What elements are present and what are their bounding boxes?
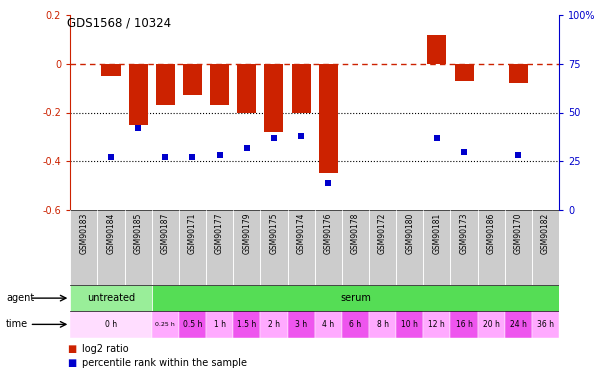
Bar: [509, 64, 528, 83]
Text: GSM90186: GSM90186: [487, 212, 496, 254]
Bar: [97, 210, 125, 285]
Text: GSM90182: GSM90182: [541, 212, 550, 254]
Bar: [210, 64, 229, 105]
Text: GDS1568 / 10324: GDS1568 / 10324: [67, 17, 171, 30]
Bar: [70, 285, 152, 311]
Bar: [206, 210, 233, 285]
Text: GSM90187: GSM90187: [161, 212, 170, 254]
Text: time: time: [6, 320, 28, 329]
Bar: [396, 210, 423, 285]
Text: 1 h: 1 h: [214, 320, 225, 329]
Text: 16 h: 16 h: [456, 320, 472, 329]
Text: 0.25 h: 0.25 h: [155, 322, 175, 327]
Bar: [505, 210, 532, 285]
Text: 0.5 h: 0.5 h: [183, 320, 202, 329]
Text: percentile rank within the sample: percentile rank within the sample: [82, 358, 247, 368]
Bar: [156, 64, 175, 105]
Bar: [369, 210, 396, 285]
Text: 6 h: 6 h: [349, 320, 362, 329]
Bar: [265, 64, 284, 132]
Text: ■: ■: [67, 358, 76, 368]
Text: GSM90171: GSM90171: [188, 212, 197, 254]
Text: GSM90179: GSM90179: [243, 212, 251, 254]
Text: log2 ratio: log2 ratio: [82, 344, 129, 354]
Bar: [396, 311, 423, 338]
Bar: [206, 311, 233, 338]
Bar: [125, 210, 152, 285]
Bar: [70, 210, 97, 285]
Bar: [478, 311, 505, 338]
Bar: [233, 210, 260, 285]
Bar: [179, 311, 206, 338]
Text: GSM90172: GSM90172: [378, 212, 387, 254]
Bar: [70, 311, 152, 338]
Text: 20 h: 20 h: [483, 320, 500, 329]
Text: 4 h: 4 h: [322, 320, 334, 329]
Bar: [101, 64, 120, 76]
Text: GSM90170: GSM90170: [514, 212, 523, 254]
Bar: [152, 285, 559, 311]
Bar: [505, 311, 532, 338]
Bar: [369, 311, 396, 338]
Text: GSM90180: GSM90180: [405, 212, 414, 254]
Bar: [152, 210, 179, 285]
Bar: [423, 311, 450, 338]
Bar: [450, 311, 478, 338]
Text: GSM90175: GSM90175: [269, 212, 279, 254]
Bar: [260, 311, 288, 338]
Text: untreated: untreated: [87, 293, 135, 303]
Text: GSM90174: GSM90174: [296, 212, 306, 254]
Text: serum: serum: [340, 293, 371, 303]
Text: GSM90178: GSM90178: [351, 212, 360, 254]
Bar: [450, 210, 478, 285]
Bar: [291, 64, 310, 112]
Bar: [532, 311, 559, 338]
Bar: [237, 64, 256, 112]
Text: 3 h: 3 h: [295, 320, 307, 329]
Bar: [315, 210, 342, 285]
Bar: [532, 210, 559, 285]
Bar: [129, 64, 148, 124]
Text: GSM90173: GSM90173: [459, 212, 469, 254]
Bar: [342, 210, 369, 285]
Text: GSM90181: GSM90181: [433, 212, 441, 254]
Bar: [288, 210, 315, 285]
Bar: [342, 311, 369, 338]
Bar: [478, 210, 505, 285]
Text: 36 h: 36 h: [537, 320, 554, 329]
Text: 1.5 h: 1.5 h: [237, 320, 257, 329]
Text: 0 h: 0 h: [105, 320, 117, 329]
Text: agent: agent: [6, 293, 34, 303]
Text: GSM90176: GSM90176: [324, 212, 333, 254]
Bar: [319, 64, 338, 173]
Text: 10 h: 10 h: [401, 320, 418, 329]
Text: GSM90177: GSM90177: [215, 212, 224, 254]
Text: GSM90183: GSM90183: [79, 212, 89, 254]
Text: 12 h: 12 h: [428, 320, 445, 329]
Text: 24 h: 24 h: [510, 320, 527, 329]
Text: 2 h: 2 h: [268, 320, 280, 329]
Text: 8 h: 8 h: [376, 320, 389, 329]
Bar: [183, 64, 202, 96]
Bar: [455, 64, 474, 81]
Text: GSM90185: GSM90185: [134, 212, 142, 254]
Bar: [288, 311, 315, 338]
Text: ■: ■: [67, 344, 76, 354]
Bar: [427, 34, 447, 64]
Bar: [152, 311, 179, 338]
Bar: [423, 210, 450, 285]
Text: GSM90184: GSM90184: [106, 212, 115, 254]
Bar: [179, 210, 206, 285]
Bar: [260, 210, 288, 285]
Bar: [315, 311, 342, 338]
Bar: [233, 311, 260, 338]
